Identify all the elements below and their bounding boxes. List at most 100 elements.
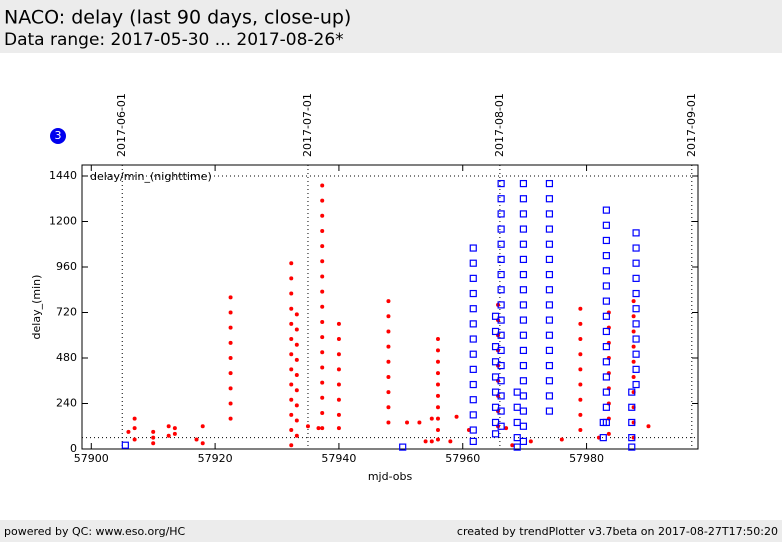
point — [435, 371, 440, 376]
point — [497, 270, 505, 279]
point — [504, 426, 509, 431]
point — [491, 403, 500, 411]
point — [289, 443, 294, 448]
header-band — [0, 0, 782, 53]
point — [578, 352, 583, 357]
point — [228, 401, 233, 406]
point — [228, 355, 233, 360]
point — [151, 435, 156, 440]
point — [519, 179, 528, 188]
point — [631, 374, 636, 379]
point — [435, 348, 440, 353]
point — [602, 343, 610, 351]
point — [497, 225, 505, 233]
x-tick-label: 57940 — [321, 452, 356, 465]
point — [545, 377, 554, 385]
point — [578, 397, 583, 402]
point — [519, 286, 528, 294]
y-axis-label: delay_(min) — [30, 275, 43, 340]
point — [469, 380, 477, 389]
point — [628, 443, 636, 451]
point — [628, 434, 636, 442]
point — [289, 261, 294, 266]
x-axis-label: mjd-obs — [368, 470, 413, 483]
point — [519, 210, 528, 218]
point — [599, 434, 607, 442]
point — [631, 314, 636, 319]
y-tick-label: 960 — [56, 260, 77, 273]
point — [435, 428, 440, 433]
point — [545, 316, 554, 324]
point — [632, 365, 640, 373]
point — [294, 403, 299, 408]
point — [320, 380, 325, 385]
date-label: 2017-07-01 — [301, 93, 314, 157]
point — [469, 305, 477, 313]
point — [632, 289, 640, 298]
point — [320, 410, 325, 415]
point — [151, 441, 156, 446]
point — [336, 367, 341, 372]
point — [320, 274, 325, 279]
annotation: delay/min_(nighttime) — [90, 170, 212, 183]
point — [469, 259, 477, 267]
y-tick-label: 480 — [56, 351, 77, 364]
point — [151, 429, 156, 434]
title: NACO: delay (last 90 days, close-up) — [4, 7, 351, 29]
point — [497, 240, 505, 248]
point — [497, 316, 505, 324]
point — [497, 210, 505, 218]
point — [497, 301, 505, 309]
point — [602, 221, 610, 229]
point — [435, 337, 440, 342]
point — [316, 426, 321, 431]
badge: 3 — [55, 129, 62, 142]
point — [632, 380, 640, 389]
point — [429, 439, 434, 444]
point — [602, 297, 610, 305]
point — [491, 343, 500, 351]
point — [545, 286, 554, 294]
point — [513, 434, 521, 442]
point — [545, 407, 554, 415]
point — [519, 316, 528, 324]
point — [491, 430, 500, 438]
point — [602, 418, 610, 427]
point — [121, 441, 129, 449]
point — [606, 431, 611, 436]
point — [469, 274, 477, 282]
point — [497, 361, 505, 370]
point — [578, 367, 583, 372]
point — [386, 299, 391, 304]
point — [578, 321, 583, 326]
point — [545, 240, 554, 248]
point — [320, 335, 325, 340]
point — [497, 422, 505, 430]
point — [513, 443, 521, 451]
point — [289, 306, 294, 311]
point — [519, 270, 528, 279]
point — [386, 374, 391, 379]
point — [417, 420, 422, 425]
point — [289, 367, 294, 372]
plot-frame — [81, 164, 699, 450]
badge-circle — [50, 128, 66, 144]
point — [469, 335, 477, 343]
point — [435, 437, 440, 442]
point — [336, 397, 341, 402]
point — [386, 359, 391, 364]
point — [289, 337, 294, 342]
point — [602, 327, 610, 336]
point — [320, 319, 325, 324]
point — [491, 327, 500, 336]
point — [320, 259, 325, 264]
x-tick-label: 57920 — [198, 452, 233, 465]
point — [289, 352, 294, 357]
date-label: 2017-06-01 — [115, 93, 128, 157]
point — [602, 312, 610, 320]
point — [320, 395, 325, 400]
point — [386, 390, 391, 395]
point — [289, 397, 294, 402]
point — [631, 329, 636, 334]
point — [519, 437, 528, 446]
